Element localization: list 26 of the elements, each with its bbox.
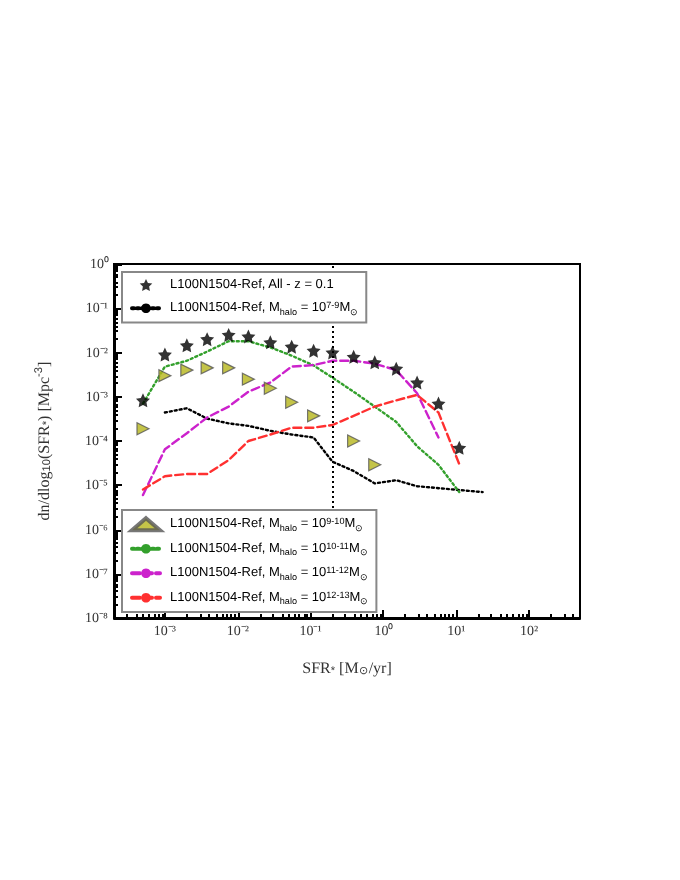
point (222, 361, 236, 375)
line-series (141, 393, 461, 491)
point (135, 393, 150, 408)
point (241, 329, 256, 344)
point (157, 347, 172, 362)
point (367, 355, 382, 370)
point (306, 343, 321, 358)
point (431, 396, 446, 411)
point (307, 409, 321, 423)
point (285, 395, 299, 409)
point (263, 381, 277, 395)
point (284, 339, 299, 354)
point (346, 349, 361, 364)
point (241, 372, 255, 386)
point (200, 332, 215, 347)
point (452, 440, 467, 455)
point (221, 327, 236, 342)
point (389, 361, 404, 376)
point (410, 375, 425, 390)
point (136, 422, 150, 436)
point (200, 361, 214, 375)
point (158, 369, 172, 383)
point (179, 338, 194, 353)
point (325, 345, 340, 360)
point (180, 363, 194, 377)
point (263, 335, 278, 350)
